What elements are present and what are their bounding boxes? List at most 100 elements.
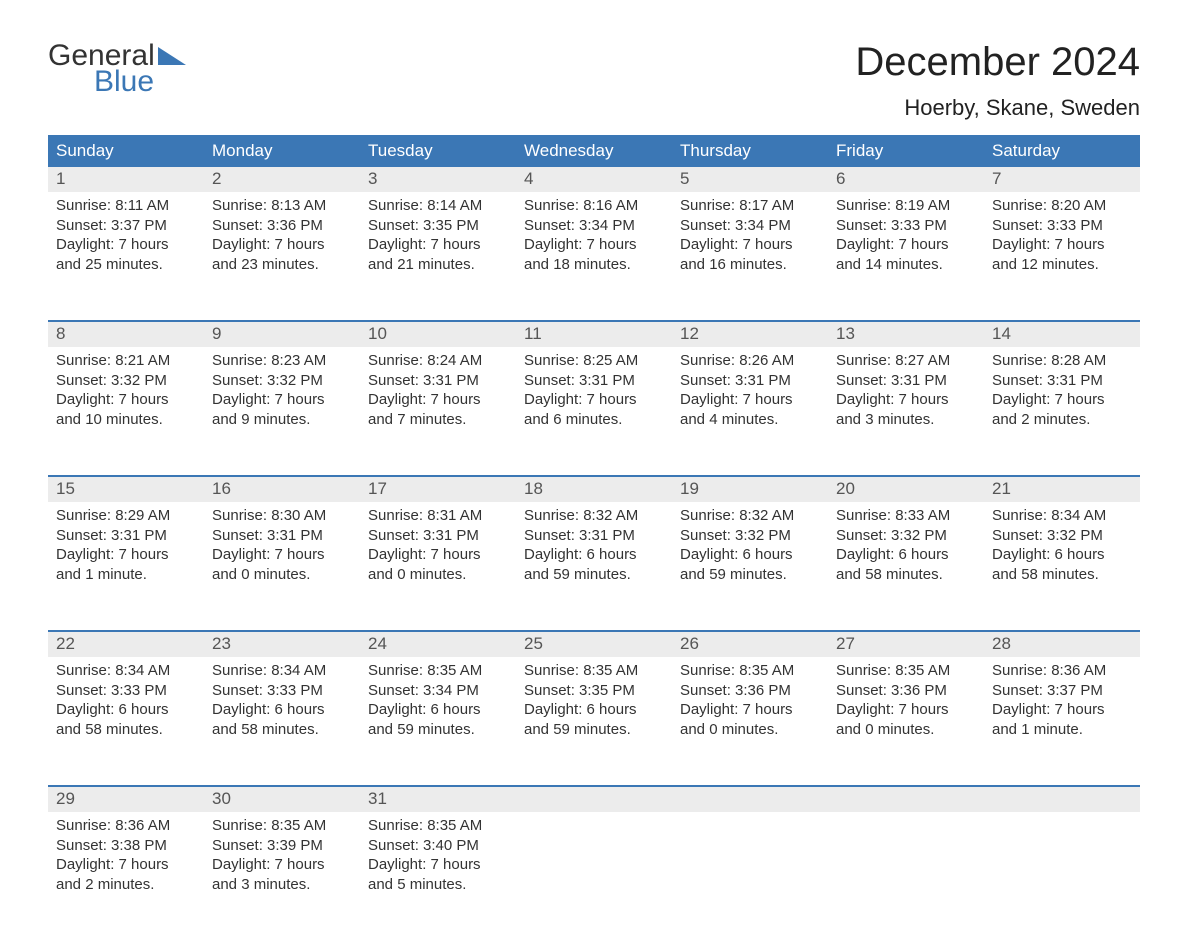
daynum: 12	[672, 322, 828, 347]
daylight-text: Daylight: 7 hours and 7 minutes.	[368, 390, 508, 429]
daynum: 23	[204, 632, 360, 657]
sunrise-text: Sunrise: 8:23 AM	[212, 351, 352, 371]
daylight-text: Daylight: 7 hours and 3 minutes.	[212, 855, 352, 894]
daybody-row: Sunrise: 8:21 AMSunset: 3:32 PMDaylight:…	[48, 347, 1140, 465]
daycell: Sunrise: 8:35 AMSunset: 3:35 PMDaylight:…	[516, 657, 672, 775]
location: Hoerby, Skane, Sweden	[855, 95, 1140, 121]
daybody: Sunrise: 8:30 AMSunset: 3:31 PMDaylight:…	[204, 502, 360, 592]
daybody: Sunrise: 8:34 AMSunset: 3:33 PMDaylight:…	[48, 657, 204, 747]
daycell: Sunrise: 8:29 AMSunset: 3:31 PMDaylight:…	[48, 502, 204, 620]
sunset-text: Sunset: 3:35 PM	[368, 216, 508, 236]
daylight-text: Daylight: 7 hours and 1 minute.	[56, 545, 196, 584]
daybody-row: Sunrise: 8:34 AMSunset: 3:33 PMDaylight:…	[48, 657, 1140, 775]
daynum-row: 293031	[48, 787, 1140, 812]
daylight-text: Daylight: 7 hours and 25 minutes.	[56, 235, 196, 274]
daylight-text: Daylight: 7 hours and 23 minutes.	[212, 235, 352, 274]
dayheader: Wednesday	[516, 135, 672, 167]
sunset-text: Sunset: 3:32 PM	[680, 526, 820, 546]
daycell: Sunrise: 8:11 AMSunset: 3:37 PMDaylight:…	[48, 192, 204, 310]
sunset-text: Sunset: 3:33 PM	[836, 216, 976, 236]
daybody: Sunrise: 8:26 AMSunset: 3:31 PMDaylight:…	[672, 347, 828, 437]
daybody-row: Sunrise: 8:11 AMSunset: 3:37 PMDaylight:…	[48, 192, 1140, 310]
daynum: 8	[48, 322, 204, 347]
daybody: Sunrise: 8:32 AMSunset: 3:32 PMDaylight:…	[672, 502, 828, 592]
daylight-text: Daylight: 7 hours and 0 minutes.	[680, 700, 820, 739]
daynum: 31	[360, 787, 516, 812]
sunrise-text: Sunrise: 8:16 AM	[524, 196, 664, 216]
daylight-text: Daylight: 7 hours and 2 minutes.	[56, 855, 196, 894]
sunset-text: Sunset: 3:33 PM	[212, 681, 352, 701]
daybody: Sunrise: 8:34 AMSunset: 3:32 PMDaylight:…	[984, 502, 1140, 592]
daynum: 9	[204, 322, 360, 347]
week: 891011121314Sunrise: 8:21 AMSunset: 3:32…	[48, 320, 1140, 465]
daycell: Sunrise: 8:35 AMSunset: 3:40 PMDaylight:…	[360, 812, 516, 930]
daybody: Sunrise: 8:23 AMSunset: 3:32 PMDaylight:…	[204, 347, 360, 437]
daynum: 29	[48, 787, 204, 812]
daynum: 4	[516, 167, 672, 192]
daybody: Sunrise: 8:16 AMSunset: 3:34 PMDaylight:…	[516, 192, 672, 282]
sunrise-text: Sunrise: 8:13 AM	[212, 196, 352, 216]
daycell: Sunrise: 8:19 AMSunset: 3:33 PMDaylight:…	[828, 192, 984, 310]
daynum: 6	[828, 167, 984, 192]
sunrise-text: Sunrise: 8:35 AM	[836, 661, 976, 681]
daynum: 30	[204, 787, 360, 812]
daynum: 15	[48, 477, 204, 502]
daynum	[984, 787, 1140, 812]
daylight-text: Daylight: 7 hours and 0 minutes.	[836, 700, 976, 739]
daycell: Sunrise: 8:25 AMSunset: 3:31 PMDaylight:…	[516, 347, 672, 465]
daybody-row: Sunrise: 8:36 AMSunset: 3:38 PMDaylight:…	[48, 812, 1140, 930]
daylight-text: Daylight: 7 hours and 18 minutes.	[524, 235, 664, 274]
daycell: Sunrise: 8:36 AMSunset: 3:38 PMDaylight:…	[48, 812, 204, 930]
daynum: 2	[204, 167, 360, 192]
sunrise-text: Sunrise: 8:36 AM	[992, 661, 1132, 681]
daycell: Sunrise: 8:17 AMSunset: 3:34 PMDaylight:…	[672, 192, 828, 310]
daylight-text: Daylight: 7 hours and 21 minutes.	[368, 235, 508, 274]
daycell: Sunrise: 8:32 AMSunset: 3:31 PMDaylight:…	[516, 502, 672, 620]
daynum: 22	[48, 632, 204, 657]
logo-sail-icon	[158, 47, 186, 65]
sunset-text: Sunset: 3:36 PM	[680, 681, 820, 701]
sunrise-text: Sunrise: 8:32 AM	[524, 506, 664, 526]
daybody: Sunrise: 8:29 AMSunset: 3:31 PMDaylight:…	[48, 502, 204, 592]
daynum: 17	[360, 477, 516, 502]
sunrise-text: Sunrise: 8:28 AM	[992, 351, 1132, 371]
daybody: Sunrise: 8:32 AMSunset: 3:31 PMDaylight:…	[516, 502, 672, 592]
dayheader: Saturday	[984, 135, 1140, 167]
sunset-text: Sunset: 3:34 PM	[524, 216, 664, 236]
daynum: 21	[984, 477, 1140, 502]
daynum-row: 15161718192021	[48, 477, 1140, 502]
dayheader-row: SundayMondayTuesdayWednesdayThursdayFrid…	[48, 135, 1140, 167]
logo: General Blue	[48, 40, 186, 97]
sunset-text: Sunset: 3:31 PM	[56, 526, 196, 546]
sunrise-text: Sunrise: 8:35 AM	[524, 661, 664, 681]
daycell: Sunrise: 8:30 AMSunset: 3:31 PMDaylight:…	[204, 502, 360, 620]
daycell: Sunrise: 8:36 AMSunset: 3:37 PMDaylight:…	[984, 657, 1140, 775]
daycell: Sunrise: 8:13 AMSunset: 3:36 PMDaylight:…	[204, 192, 360, 310]
daynum	[516, 787, 672, 812]
dayheader: Tuesday	[360, 135, 516, 167]
sunrise-text: Sunrise: 8:27 AM	[836, 351, 976, 371]
calendar: SundayMondayTuesdayWednesdayThursdayFrid…	[48, 135, 1140, 930]
daynum: 28	[984, 632, 1140, 657]
sunset-text: Sunset: 3:40 PM	[368, 836, 508, 856]
daynum-row: 1234567	[48, 167, 1140, 192]
daynum: 7	[984, 167, 1140, 192]
daycell: Sunrise: 8:34 AMSunset: 3:33 PMDaylight:…	[48, 657, 204, 775]
daybody-row: Sunrise: 8:29 AMSunset: 3:31 PMDaylight:…	[48, 502, 1140, 620]
daybody: Sunrise: 8:33 AMSunset: 3:32 PMDaylight:…	[828, 502, 984, 592]
sunrise-text: Sunrise: 8:36 AM	[56, 816, 196, 836]
sunrise-text: Sunrise: 8:29 AM	[56, 506, 196, 526]
sunrise-text: Sunrise: 8:31 AM	[368, 506, 508, 526]
daynum: 20	[828, 477, 984, 502]
sunrise-text: Sunrise: 8:35 AM	[212, 816, 352, 836]
daycell: Sunrise: 8:27 AMSunset: 3:31 PMDaylight:…	[828, 347, 984, 465]
daynum: 13	[828, 322, 984, 347]
daynum: 27	[828, 632, 984, 657]
daybody: Sunrise: 8:34 AMSunset: 3:33 PMDaylight:…	[204, 657, 360, 747]
daynum: 14	[984, 322, 1140, 347]
sunrise-text: Sunrise: 8:26 AM	[680, 351, 820, 371]
sunrise-text: Sunrise: 8:32 AM	[680, 506, 820, 526]
daylight-text: Daylight: 6 hours and 58 minutes.	[212, 700, 352, 739]
sunrise-text: Sunrise: 8:34 AM	[992, 506, 1132, 526]
dayheader: Friday	[828, 135, 984, 167]
